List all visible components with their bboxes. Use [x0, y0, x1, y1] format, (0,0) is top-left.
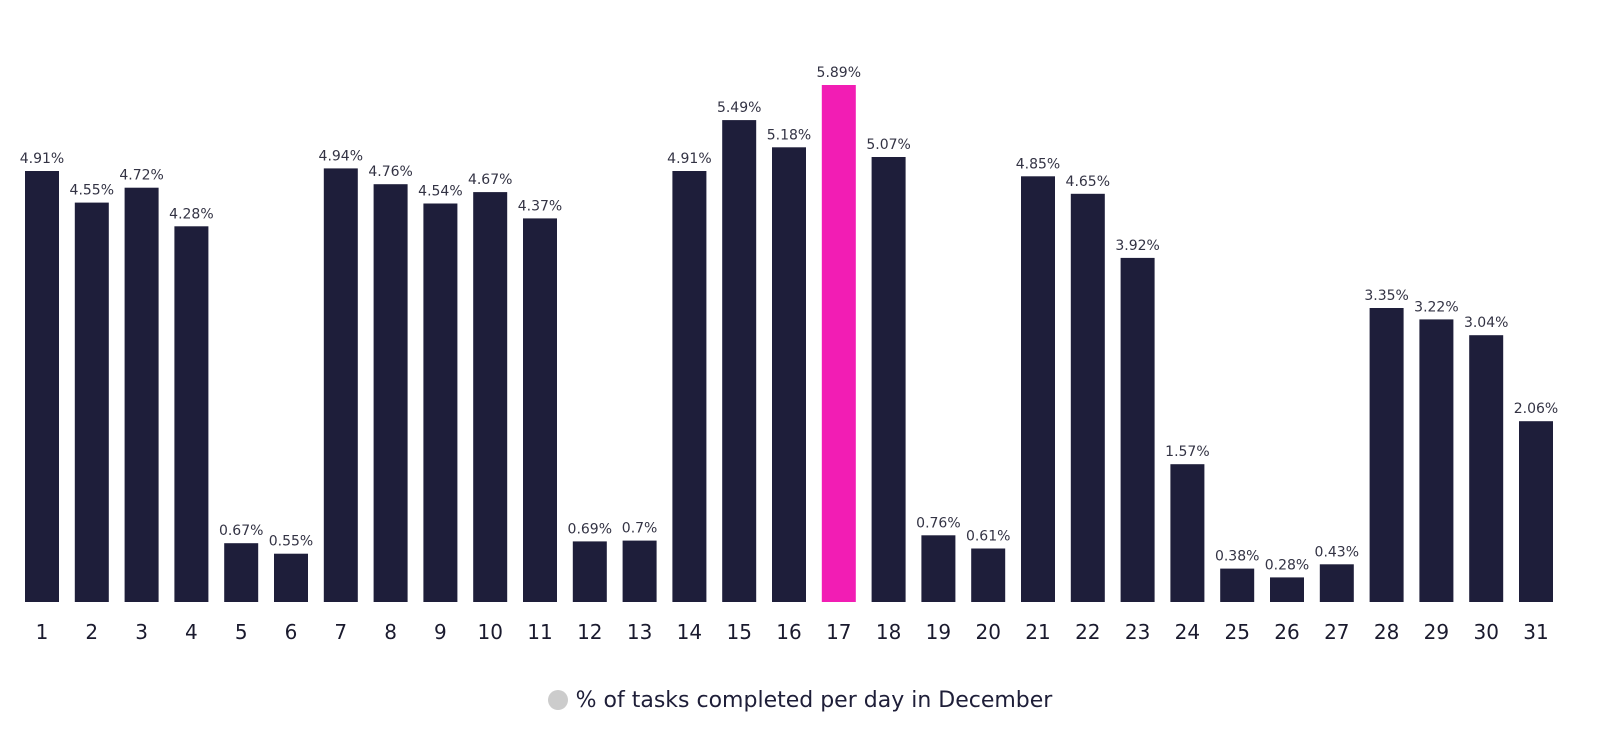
value-label-day-23: 3.92%: [1115, 238, 1159, 254]
bar-day-28: [1369, 308, 1404, 602]
x-tick-label-10: 10: [477, 620, 502, 644]
value-label-day-24: 1.57%: [1165, 444, 1209, 460]
value-label-day-14: 4.91%: [667, 151, 711, 167]
value-label-day-13: 0.7%: [622, 521, 658, 537]
value-label-day-6: 0.55%: [269, 534, 313, 550]
bar-day-7: [323, 168, 358, 602]
x-tick-label-5: 5: [235, 620, 248, 644]
value-label-day-11: 4.37%: [518, 198, 562, 214]
bar-day-12: [572, 541, 607, 602]
bar-day-29: [1419, 319, 1454, 602]
bar-day-8: [373, 184, 408, 602]
bar-day-23: [1120, 257, 1155, 602]
value-label-day-7: 4.94%: [319, 148, 363, 164]
bar-day-26: [1270, 577, 1304, 602]
value-label-day-25: 0.38%: [1215, 549, 1259, 565]
x-tick-label-3: 3: [135, 620, 148, 644]
bar-day-1: [25, 171, 59, 602]
value-label-day-30: 3.04%: [1464, 315, 1508, 331]
value-label-day-4: 4.28%: [169, 206, 213, 222]
x-tick-label-7: 7: [334, 620, 347, 644]
x-tick-label-21: 21: [1025, 620, 1050, 644]
value-label-day-17: 5.89%: [817, 65, 861, 81]
legend-label: % of tasks completed per day in December: [575, 688, 1053, 713]
value-label-day-1: 4.91%: [20, 151, 64, 167]
x-tick-label-31: 31: [1523, 620, 1548, 644]
x-tick-label-22: 22: [1075, 620, 1100, 644]
bar-day-30: [1469, 335, 1504, 602]
x-tick-label-9: 9: [434, 620, 447, 644]
value-label-day-16: 5.18%: [767, 127, 811, 143]
bar-day-20: [971, 548, 1006, 602]
x-tick-label-14: 14: [677, 620, 702, 644]
value-label-day-15: 5.49%: [717, 100, 761, 116]
value-label-day-2: 4.55%: [70, 183, 114, 199]
x-tick-label-25: 25: [1224, 620, 1249, 644]
value-label-day-28: 3.35%: [1364, 288, 1408, 304]
x-tick-label-6: 6: [285, 620, 298, 644]
bar-day-14: [672, 171, 707, 602]
bar-day-25: [1220, 568, 1255, 602]
x-tick-label-19: 19: [926, 620, 951, 644]
chart-legend: % of tasks completed per day in December: [0, 688, 1600, 713]
value-label-day-26: 0.28%: [1265, 557, 1309, 573]
x-tick-label-29: 29: [1424, 620, 1449, 644]
x-tick-label-17: 17: [826, 620, 851, 644]
bar-day-31: [1519, 421, 1553, 602]
x-tick-label-26: 26: [1274, 620, 1299, 644]
bar-day-22: [1070, 193, 1105, 603]
value-label-day-10: 4.67%: [468, 172, 512, 188]
value-label-day-22: 4.65%: [1066, 174, 1110, 190]
bar-day-11: [523, 218, 557, 602]
legend-marker: [547, 690, 568, 710]
x-tick-label-16: 16: [776, 620, 801, 644]
x-tick-label-28: 28: [1374, 620, 1399, 644]
x-tick-label-8: 8: [384, 620, 397, 644]
bar-day-4: [174, 226, 209, 603]
value-label-day-12: 0.69%: [568, 521, 612, 537]
bar-day-27: [1319, 564, 1354, 602]
bar-day-19: [921, 535, 956, 602]
bar-day-9: [423, 203, 458, 602]
value-label-day-5: 0.67%: [219, 523, 263, 539]
x-tick-label-11: 11: [527, 620, 552, 644]
bar-day-24: [1170, 464, 1205, 602]
value-label-day-20: 0.61%: [966, 529, 1010, 545]
x-tick-label-20: 20: [975, 620, 1000, 644]
bar-day-21: [1021, 176, 1055, 603]
value-label-day-8: 4.76%: [368, 164, 412, 180]
x-tick-label-15: 15: [726, 620, 751, 644]
x-tick-label-24: 24: [1175, 620, 1200, 644]
value-label-day-21: 4.85%: [1016, 156, 1060, 172]
x-tick-label-13: 13: [627, 620, 652, 644]
x-tick-label-30: 30: [1473, 620, 1498, 644]
bar-day-15: [722, 120, 757, 602]
x-tick-label-4: 4: [185, 620, 198, 644]
bar-day-6: [274, 553, 308, 602]
bar-day-16: [772, 147, 806, 603]
bar-day-5: [224, 543, 259, 602]
value-label-day-31: 2.06%: [1514, 401, 1558, 417]
x-tick-label-2: 2: [85, 620, 98, 644]
bar-day-18: [871, 157, 906, 602]
value-label-day-19: 0.76%: [916, 515, 960, 531]
value-label-day-9: 4.54%: [418, 184, 462, 200]
bar-day-3: [124, 187, 159, 602]
bar-day-2: [74, 202, 109, 602]
value-label-day-27: 0.43%: [1315, 544, 1359, 560]
bar-day-10: [473, 192, 508, 602]
value-label-day-18: 5.07%: [866, 137, 910, 153]
x-tick-label-12: 12: [577, 620, 602, 644]
value-label-day-3: 4.72%: [119, 168, 163, 184]
bar-day-17: [821, 85, 856, 602]
x-tick-label-27: 27: [1324, 620, 1349, 644]
bar-day-13: [622, 540, 657, 602]
x-tick-label-23: 23: [1125, 620, 1150, 644]
x-tick-label-1: 1: [36, 620, 49, 644]
x-tick-label-18: 18: [876, 620, 901, 644]
value-label-day-29: 3.22%: [1414, 299, 1458, 315]
